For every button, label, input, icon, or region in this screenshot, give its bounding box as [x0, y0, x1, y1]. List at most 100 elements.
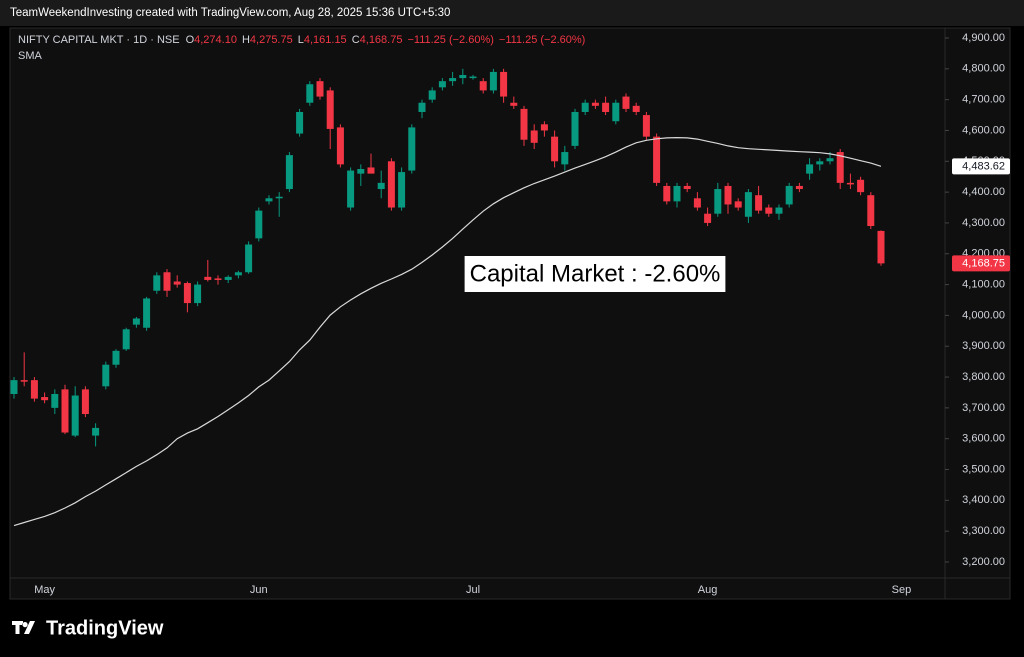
candle-body: [234, 272, 242, 276]
candle-body: [418, 102, 426, 112]
y-tick-label: 4,000.00: [962, 309, 1005, 321]
legend-key: H: [242, 34, 250, 46]
annotation-box: [464, 256, 726, 292]
candle-body: [81, 389, 89, 415]
candle-body: [449, 78, 457, 82]
candle-body: [143, 298, 151, 328]
candle-body: [163, 272, 171, 291]
candle-body: [224, 276, 232, 280]
candle-body: [326, 90, 334, 129]
candle-body: [551, 136, 559, 162]
candle-body: [632, 105, 640, 112]
candle-body: [275, 196, 283, 199]
y-tick-label: 4,900.00: [962, 32, 1005, 44]
y-tick-label: 4,800.00: [962, 63, 1005, 75]
x-tick-label: Aug: [698, 584, 718, 596]
candle-body: [622, 96, 630, 109]
candle-body: [479, 81, 487, 91]
candle-body: [255, 210, 263, 239]
legend: NIFTY CAPITAL MKT · 1D · NSE O4,274.10 H4,…: [18, 34, 585, 46]
brand-logo: [12, 621, 35, 634]
overlay-name: SMA: [18, 50, 43, 62]
candle-body: [132, 318, 140, 325]
x-tick-label: May: [34, 584, 55, 596]
y-tick-label: 3,700.00: [962, 402, 1005, 414]
candle-body: [806, 164, 814, 174]
candle-body: [173, 281, 181, 285]
candle-body: [581, 102, 589, 112]
candle-body: [71, 395, 79, 436]
price-label-box: [952, 158, 1010, 175]
candle-body: [387, 161, 395, 208]
candle-body: [265, 198, 273, 202]
candle-body: [663, 185, 671, 202]
brand-name: TradingView: [46, 617, 164, 639]
candle-body: [367, 167, 375, 174]
candle-body: [612, 102, 620, 122]
brand: TradingView: [12, 617, 164, 639]
candle-body: [775, 207, 783, 214]
candle-body: [112, 350, 120, 365]
legend-value: 4,168.75: [360, 34, 403, 46]
legend-change: −111.25 (−2.60%): [499, 34, 585, 46]
candle-body: [867, 195, 875, 227]
price-label: 4,483.62: [962, 160, 1005, 172]
candle-body: [204, 276, 212, 280]
candle-body: [398, 172, 406, 208]
legend-key: C: [352, 34, 360, 46]
candle-body: [92, 427, 100, 436]
candle-body: [10, 380, 18, 394]
candle-body: [673, 185, 681, 202]
candle-body: [285, 155, 293, 190]
plot-area: [10, 68, 885, 527]
y-tick-label: 4,400.00: [962, 186, 1005, 198]
candle-body: [347, 170, 355, 208]
candle-body: [744, 192, 752, 217]
candle-body: [377, 182, 385, 190]
candle-body: [245, 244, 253, 273]
candle-body: [41, 397, 49, 401]
overlay-line: [13, 136, 882, 527]
candle-body: [214, 278, 222, 280]
y-tick-label: 4,100.00: [962, 278, 1005, 290]
candle-body: [765, 207, 773, 214]
y-tick-label: 4,600.00: [962, 124, 1005, 136]
candle-body: [795, 185, 803, 190]
candle-body: [785, 185, 793, 205]
candle-body: [489, 71, 497, 91]
candle-body: [530, 130, 538, 143]
candle-body: [122, 329, 130, 350]
candle-body: [20, 380, 28, 382]
candle-body: [520, 108, 528, 140]
candle-body: [316, 81, 324, 97]
candle-body: [153, 275, 161, 291]
candle-body: [846, 182, 854, 185]
y-tick-label: 3,900.00: [962, 340, 1005, 352]
candle-body: [571, 111, 579, 146]
candle-body: [510, 102, 518, 106]
legend-key: L: [298, 34, 304, 46]
candle-body: [857, 179, 865, 193]
y-tick-label: 4,300.00: [962, 217, 1005, 229]
chart-panel: [9, 27, 1011, 600]
candle-body: [438, 81, 446, 88]
candle-body: [653, 136, 661, 183]
x-tick-label: Jun: [250, 584, 268, 596]
legend-value: 4,161.15: [304, 34, 347, 46]
candle-body: [357, 169, 365, 174]
annotation: Capital Market : -2.60%: [470, 260, 721, 287]
price-label-box: [952, 255, 1010, 272]
candle-body: [336, 127, 344, 165]
candle-body: [816, 161, 824, 165]
candle-body: [877, 230, 885, 264]
candle-body: [826, 158, 834, 162]
y-tick-label: 3,400.00: [962, 494, 1005, 506]
candle-body: [724, 185, 732, 205]
candle-body: [459, 74, 467, 79]
legend-change: −111.25 (−2.60%): [407, 34, 493, 46]
y-tick-label: 3,200.00: [962, 556, 1005, 568]
legend-title: NIFTY CAPITAL MKT · 1D · NSE: [18, 34, 180, 46]
price-label: 4,168.75: [962, 257, 1005, 269]
